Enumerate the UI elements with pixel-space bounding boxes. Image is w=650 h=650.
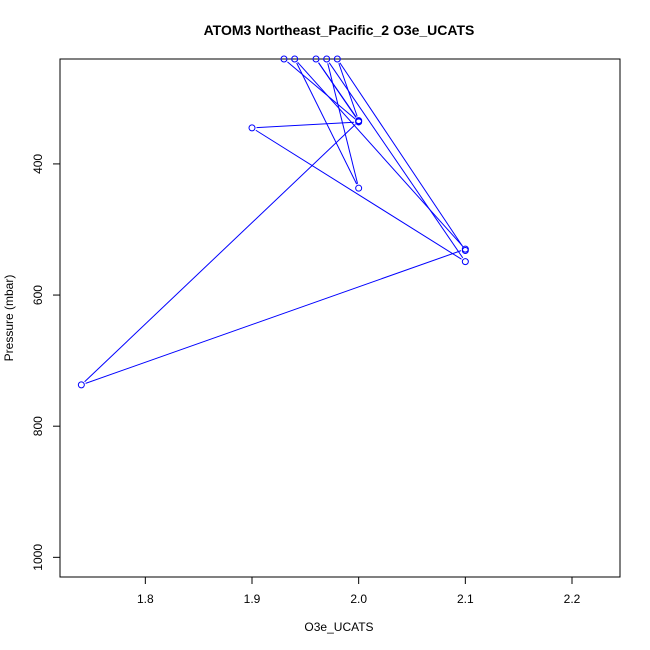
series-line-segment xyxy=(296,62,358,185)
data-point xyxy=(355,117,363,125)
x-tick-label: 1.8 xyxy=(137,592,154,606)
series-line-segment xyxy=(84,124,356,383)
plot-frame xyxy=(59,58,621,578)
data-point xyxy=(333,55,341,63)
series-line-segment xyxy=(297,62,463,247)
data-point xyxy=(248,124,256,132)
series-line-segment xyxy=(338,63,358,117)
data-point xyxy=(280,55,288,63)
data-point xyxy=(355,184,363,192)
y-axis-label: Pressure (mbar) xyxy=(2,275,16,362)
series-line-segment xyxy=(256,121,355,129)
series-points xyxy=(77,55,469,389)
series-line-segment xyxy=(328,62,464,259)
x-tick-label: 1.9 xyxy=(244,592,261,606)
series-line-segment xyxy=(85,250,462,384)
data-point xyxy=(461,258,469,266)
x-axis-label: O3e_UCATS xyxy=(304,620,373,634)
y-tick-label: 400 xyxy=(31,154,45,174)
data-point xyxy=(77,381,85,389)
y-axis: 400 600 800 1000 xyxy=(31,154,61,571)
x-tick-label: 2.0 xyxy=(350,592,367,606)
y-tick-label: 1000 xyxy=(31,544,45,571)
y-tick-label: 600 xyxy=(31,285,45,305)
x-tick-label: 2.1 xyxy=(457,592,474,606)
series-line-segment xyxy=(339,62,464,248)
series-line-segment xyxy=(287,61,356,120)
data-point xyxy=(461,246,469,254)
data-point xyxy=(291,55,299,63)
data-point xyxy=(312,55,320,63)
x-axis: 1.8 1.9 2.0 2.1 2.2 xyxy=(137,576,581,606)
series-line-segment xyxy=(318,62,357,118)
chart-title: ATOM3 Northeast_Pacific_2 O3e_UCATS xyxy=(204,22,475,38)
data-point xyxy=(323,55,331,63)
series-lines xyxy=(84,61,464,384)
x-tick-label: 2.2 xyxy=(564,592,581,606)
y-tick-label: 800 xyxy=(31,416,45,436)
series-line-segment xyxy=(255,129,462,260)
